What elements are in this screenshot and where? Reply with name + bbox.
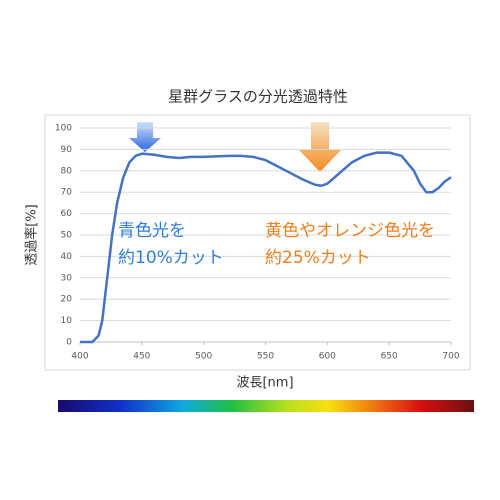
blue-arrow [129,122,161,152]
x-tick-label: 400 [71,352,88,362]
y-tick-label: 50 [61,231,73,241]
annotation-text: 約10%カット [118,248,224,268]
x-tick-label: 500 [195,352,212,362]
chart-title: 星群グラスの分光透過特性 [168,88,348,106]
y-tick-label: 40 [61,252,73,262]
y-tick-label: 80 [61,166,73,176]
x-tick-label: 450 [133,352,150,362]
annotation-text: 黄色やオレンジ色光を [265,221,435,241]
annotation-text: 約25%カット [265,248,371,268]
y-tick-label: 70 [61,188,73,198]
data-line [80,151,452,344]
x-axis-label: 波長[nm] [236,376,293,391]
y-tick-label: 100 [55,124,72,134]
y-tick-label: 10 [61,316,73,326]
chart-frame [44,114,471,371]
y-tick-label: 30 [61,273,73,283]
annotation-text: 青色光を [118,221,186,241]
x-tick-label: 600 [319,352,336,362]
spectrum-bar [58,400,474,412]
y-tick-label: 0 [66,338,72,348]
x-tick-label: 650 [381,352,398,362]
y-axis-label: 透過率[%] [24,204,40,266]
x-tick-label: 550 [257,352,274,362]
y-tick-label: 90 [61,145,73,155]
y-tick-label: 60 [61,209,73,219]
x-tick-label: 700 [442,352,459,362]
y-tick-label: 20 [61,295,73,305]
orange-arrow [299,122,341,172]
